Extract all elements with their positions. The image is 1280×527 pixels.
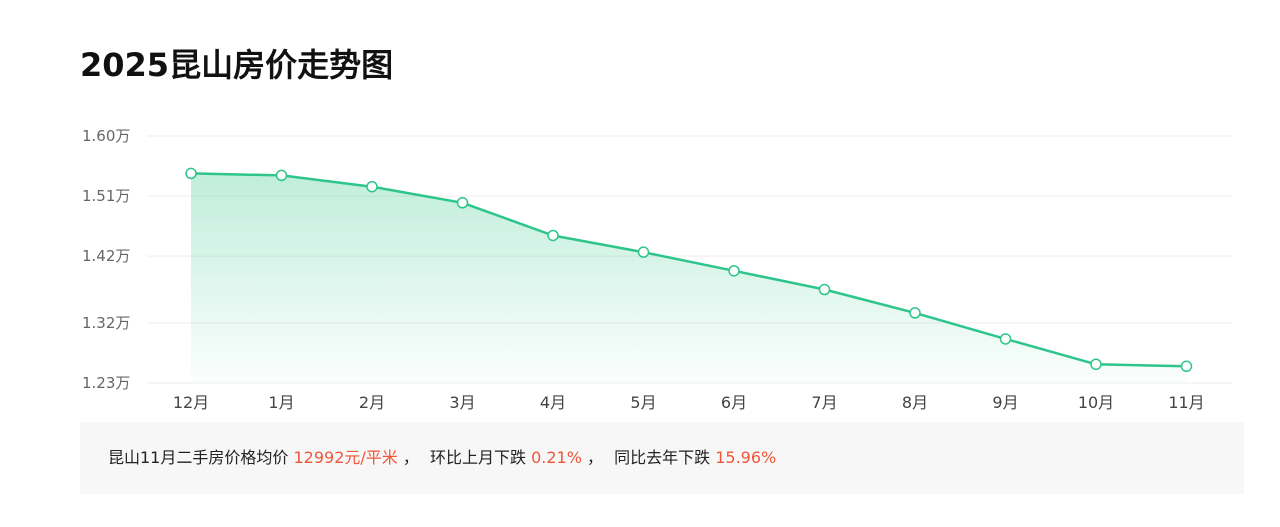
x-tick-label: 11月: [1168, 393, 1204, 412]
data-point: [1090, 358, 1102, 371]
y-tick-label: 1.32万: [82, 314, 130, 332]
x-tick-label: 5月: [630, 393, 656, 412]
price-summary: 昆山11月二手房价格均价 12992元/平米 ， 环比上月下跌 0.21% ， …: [80, 422, 1244, 494]
data-point: [366, 180, 378, 193]
summary-price: 12992元/平米: [293, 448, 398, 467]
x-tick-label: 1月: [268, 393, 294, 412]
x-axis: 12月 1月 2月 3月 4月 5月 6月 7月 8月 9月 10月 11月: [173, 393, 1205, 412]
summary-yoy-text: 同比去年下跌: [614, 448, 711, 467]
summary-mom-text: 环比上月下跌: [429, 448, 526, 467]
summary-separator-1: ，: [402, 448, 419, 467]
x-tick-label: 8月: [902, 393, 928, 412]
x-tick-label: 6月: [721, 393, 747, 412]
x-tick-label: 7月: [811, 393, 837, 412]
price-line: [190, 172, 1187, 368]
x-tick-label: 9月: [992, 393, 1018, 412]
y-tick-label: 1.51万: [82, 187, 130, 205]
data-point: [547, 229, 559, 242]
chart-title: 2025昆山房价走势图: [80, 46, 394, 84]
data-point: [909, 307, 921, 319]
y-tick-label: 1.23万: [82, 374, 130, 392]
x-tick-label: 2月: [359, 393, 385, 412]
data-point: [1180, 360, 1193, 373]
x-tick-label: 4月: [540, 393, 566, 412]
data-point: [185, 167, 197, 180]
price-area: [191, 173, 1187, 383]
data-point: [275, 169, 288, 182]
x-tick-label: 3月: [449, 393, 475, 412]
summary-mom-value: 0.21%: [531, 448, 582, 467]
x-tick-label: 12月: [173, 393, 209, 412]
y-axis: 1.23万 1.32万 1.42万 1.51万 1.60万: [82, 127, 130, 392]
y-tick-label: 1.42万: [82, 247, 130, 265]
data-point: [999, 333, 1012, 345]
y-tick-label: 1.60万: [82, 127, 130, 145]
summary-yoy-value: 15.96%: [715, 448, 777, 467]
data-point: [637, 246, 650, 258]
summary-separator-2: ，: [587, 448, 604, 467]
data-point: [818, 283, 831, 296]
price-trend-chart: 1.23万 1.32万 1.42万 1.51万 1.60万 12月 1月 2月 3月 4月 5月 6…: [82, 127, 1232, 412]
x-tick-label: 10月: [1078, 393, 1114, 412]
data-point: [456, 197, 469, 209]
data-points: [185, 167, 1193, 373]
data-point: [728, 265, 740, 277]
summary-prefix: 昆山11月二手房价格均价: [108, 448, 289, 467]
